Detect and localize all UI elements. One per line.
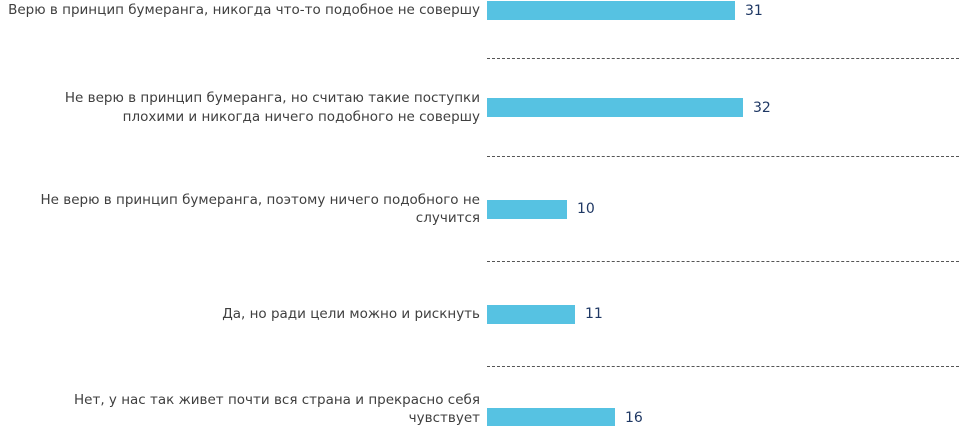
chart-row: Не верю в принцип бумеранга, поэтому нич… <box>0 157 965 261</box>
row-separator <box>487 156 959 157</box>
chart-row: Нет, у нас так живет почти вся страна и … <box>0 367 965 426</box>
bar-value: 32 <box>753 99 771 116</box>
bar-label: Не верю в принцип бумеранга, но считаю т… <box>64 90 480 125</box>
row-separator <box>487 261 959 262</box>
bar-area: 16 <box>480 408 643 426</box>
bar-label: Верю в принцип бумеранга, никогда что-то… <box>8 2 480 18</box>
chart-row: Не верю в принцип бумеранга, но считаю т… <box>0 59 965 156</box>
bar-label: Не верю в принцип бумеранга, поэтому нич… <box>40 191 480 226</box>
bar <box>487 199 567 219</box>
bar-value: 11 <box>585 306 603 322</box>
bar-area: 11 <box>480 304 603 324</box>
chart-row: Верю в принцип бумеранга, никогда что-то… <box>0 0 965 58</box>
bar-value: 10 <box>577 201 595 217</box>
bar-label: Нет, у нас так живет почти вся страна и … <box>74 391 480 426</box>
row-separator <box>487 366 959 367</box>
chart-row: Да, но ради цели можно и рискнуть 11 <box>0 262 965 366</box>
bar <box>487 98 743 117</box>
bar-area: 10 <box>480 199 595 219</box>
bar-label: Да, но ради цели можно и рискнуть <box>222 305 480 322</box>
bar-value: 31 <box>745 2 763 19</box>
bar-area: 31 <box>480 1 763 20</box>
bar-area: 32 <box>480 98 771 117</box>
bar-value: 16 <box>625 409 643 426</box>
row-separator <box>487 58 959 59</box>
bar <box>487 1 735 20</box>
bar <box>487 304 575 324</box>
bar <box>487 408 615 426</box>
